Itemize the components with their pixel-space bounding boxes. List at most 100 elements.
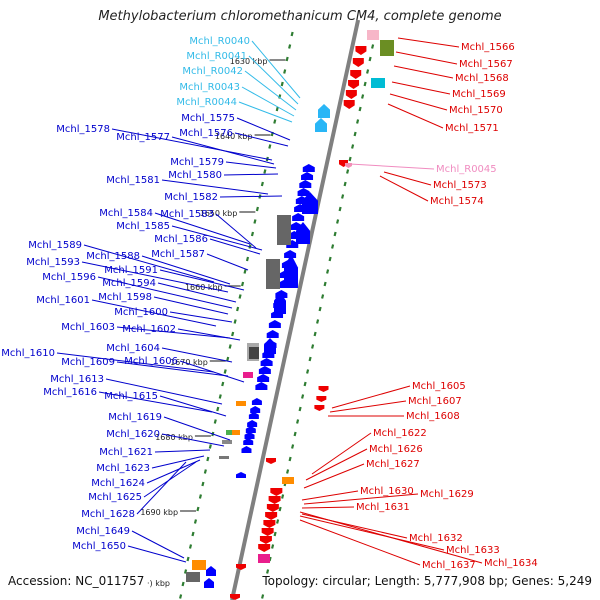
gene-feature-forward xyxy=(302,192,318,214)
gene-leader-line xyxy=(127,545,187,563)
track-tick xyxy=(223,369,227,374)
gene-leader-line xyxy=(116,361,229,377)
gene-label-mchl-1586: Mchl_1586 xyxy=(154,234,208,245)
gene-leader-line xyxy=(157,282,237,303)
gene-leader-line xyxy=(206,253,249,271)
gene-label-mchl-1600: Mchl_1600 xyxy=(114,307,168,318)
gene-feature-olive xyxy=(380,40,394,56)
gene-feature-forward xyxy=(206,566,216,576)
gene-feature-reverse xyxy=(343,100,355,109)
gene-feature-gray xyxy=(219,456,229,459)
gene-label-mchl-1588: Mchl_1588 xyxy=(86,251,140,262)
track-tick xyxy=(221,381,225,387)
kbp-tick-label: 1650 kbp xyxy=(200,209,238,218)
gene-label-mchl-1606: Mchl_1606 xyxy=(124,356,178,367)
gene-label-mchl-1568: Mchl_1568 xyxy=(455,73,509,84)
gene-leader-line xyxy=(154,212,251,245)
gene-label-mchl-1621: Mchl_1621 xyxy=(99,447,153,458)
gene-feature-forward xyxy=(251,398,262,405)
gene-feature-forward xyxy=(260,358,273,366)
gene-feature-reverse xyxy=(355,46,367,55)
gene-feature-forward xyxy=(315,118,327,132)
gene-label-mchl-r0041: Mchl_R0041 xyxy=(186,51,247,62)
gene-leader-line xyxy=(251,40,301,99)
gene-feature-reverse xyxy=(266,504,279,512)
track-tick xyxy=(336,219,340,224)
track-tick xyxy=(206,456,210,462)
accession-label: Accession: NC_011757 xyxy=(8,574,147,588)
gene-label-mchl-1583: Mchl_1583 xyxy=(160,209,214,220)
track-tick xyxy=(188,544,193,549)
track-tick xyxy=(179,594,183,599)
gene-leader-line xyxy=(241,86,295,117)
kbp-tick-label: 1670 kbp xyxy=(170,358,208,367)
gene-label-mchl-1610: Mchl_1610 xyxy=(1,348,55,359)
gene-label-mchl-1629: Mchl_1629 xyxy=(420,489,474,500)
gene-leader-line xyxy=(169,311,233,323)
gene-label-mchl-1615: Mchl_1615 xyxy=(104,391,158,402)
gene-label-mchl-1604: Mchl_1604 xyxy=(106,343,160,354)
gene-feature-forward xyxy=(302,164,315,172)
gene-leader-line xyxy=(136,461,187,515)
track-tick xyxy=(343,181,347,187)
gene-feature-pink xyxy=(367,30,379,40)
gene-leader-line xyxy=(97,276,233,309)
gene-feature-reverse xyxy=(236,564,246,570)
gene-feature-green xyxy=(226,430,234,435)
gene-label-mchl-1587: Mchl_1587 xyxy=(151,249,205,260)
gene-label-mchl-1625: Mchl_1625 xyxy=(88,492,142,503)
gene-feature-gray xyxy=(249,347,259,359)
genome-backbone xyxy=(230,19,361,600)
gene-feature-forward xyxy=(266,330,279,338)
gene-feature-forward xyxy=(274,292,286,314)
gene-label-mchl-1650: Mchl_1650 xyxy=(72,541,126,552)
gene-leader-line xyxy=(161,179,269,195)
gene-leader-line xyxy=(303,463,365,489)
gene-leader-line xyxy=(171,225,263,251)
gene-leader-line xyxy=(383,171,432,186)
gene-label-mchl-1570: Mchl_1570 xyxy=(449,105,503,116)
track-tick xyxy=(238,294,242,299)
gene-feature-forward xyxy=(236,472,246,478)
gene-label-mchl-r0040: Mchl_R0040 xyxy=(189,36,250,47)
gene-leader-line xyxy=(153,296,229,315)
gene-feature-reverse xyxy=(230,594,240,600)
gene-feature-reverse xyxy=(352,58,364,67)
gene-leader-line xyxy=(215,213,257,249)
gene-label-mchl-1634: Mchl_1634 xyxy=(484,558,538,569)
gene-leader-line xyxy=(98,391,213,413)
gene-feature-forward xyxy=(284,254,298,288)
track-tick xyxy=(283,69,287,74)
gene-leader-line xyxy=(389,93,448,111)
gene-label-mchl-1622: Mchl_1622 xyxy=(373,428,427,439)
gene-label-mchl-1605: Mchl_1605 xyxy=(412,381,466,392)
gene-leader-line xyxy=(105,378,223,405)
gene-feature-forward xyxy=(247,420,258,427)
track-tick xyxy=(233,319,237,324)
track-tick xyxy=(285,56,289,62)
gene-label-mchl-1578: Mchl_1578 xyxy=(56,124,110,135)
gene-label-mchl-1627: Mchl_1627 xyxy=(366,459,420,470)
gene-label-mchl-1649: Mchl_1649 xyxy=(76,526,130,537)
gene-leader-line xyxy=(223,173,279,176)
gene-leader-line xyxy=(236,117,291,141)
track-tick xyxy=(303,381,307,387)
gene-feature-forward xyxy=(204,578,214,588)
gene-label-mchl-1616: Mchl_1616 xyxy=(43,387,97,398)
gene-label-mchl-1620: Mchl_1620 xyxy=(106,429,160,440)
track-tick xyxy=(266,569,270,574)
gene-feature-forward xyxy=(318,104,330,118)
gene-leader-line xyxy=(154,449,211,453)
gene-label-mchl-1637: Mchl_1637 xyxy=(422,560,476,571)
gene-feature-forward xyxy=(255,382,268,390)
gene-leader-line xyxy=(331,385,411,409)
gene-leader-line xyxy=(299,519,421,566)
gene-leader-line xyxy=(395,51,458,65)
track-tick xyxy=(361,94,365,99)
kbp-tick-label: 1640 kbp xyxy=(215,132,253,141)
gene-label-mchl-1607: Mchl_1607 xyxy=(408,396,462,407)
track-tick xyxy=(351,144,355,149)
track-tick xyxy=(240,281,245,287)
track-tick xyxy=(291,444,295,449)
track-tick xyxy=(278,506,282,512)
